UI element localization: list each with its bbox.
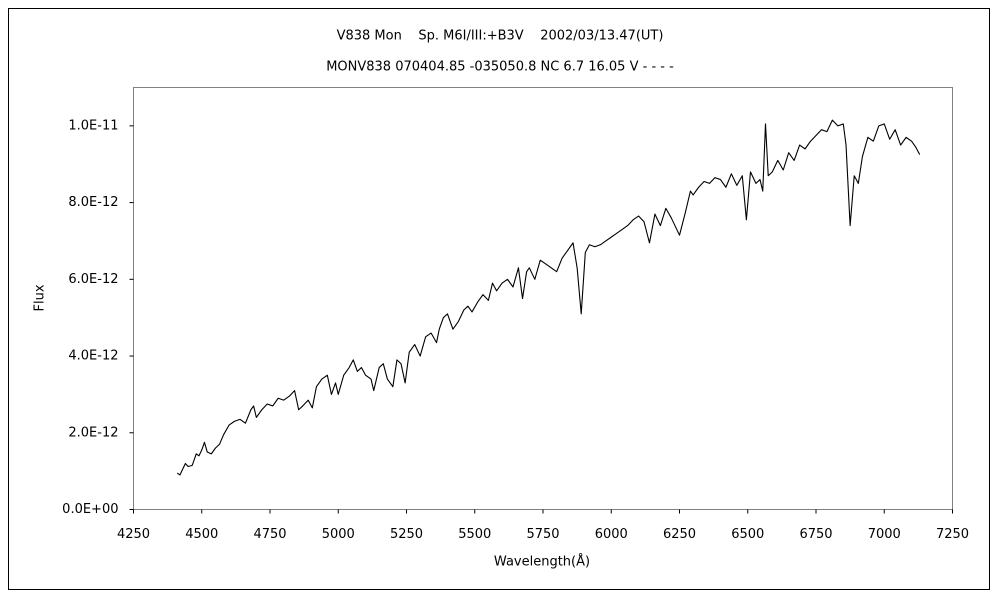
chart-title: V838 Mon Sp. M6I/III:+B3V 2002/03/13.47(… (337, 29, 664, 44)
y-tick-label: 1.0E-11 (68, 118, 118, 133)
x-axis-label: Wavelength(Å) (494, 554, 590, 570)
x-tick-label: 7250 (936, 527, 969, 542)
x-tick-label: 6750 (799, 527, 832, 542)
y-tick-label: 2.0E-12 (68, 425, 118, 440)
x-tick-label: 5250 (390, 527, 423, 542)
spectrum-line (176, 119, 921, 476)
y-tick-label: 0.0E+00 (62, 502, 118, 517)
y-axis-label: Flux (33, 284, 48, 311)
y-tick-label: 8.0E-12 (68, 195, 118, 210)
x-tick-label: 4500 (185, 527, 218, 542)
x-tick-label: 5000 (322, 527, 355, 542)
y-tick-label: 4.0E-12 (68, 349, 118, 364)
x-tick-label: 6500 (731, 527, 764, 542)
x-tick-label: 5500 (458, 527, 491, 542)
y-tick-label: 6.0E-12 (68, 272, 118, 287)
x-tick-label: 6250 (663, 527, 696, 542)
chart-border (8, 8, 990, 590)
x-tick-label: 7000 (868, 527, 901, 542)
chart-subtitle: MONV838 070404.85 -035050.8 NC 6.7 16.05… (326, 60, 674, 75)
x-tick-label: 4750 (253, 527, 286, 542)
x-tick-label: 5750 (526, 527, 559, 542)
x-tick-label: 4250 (117, 527, 150, 542)
x-tick-label: 6000 (595, 527, 628, 542)
